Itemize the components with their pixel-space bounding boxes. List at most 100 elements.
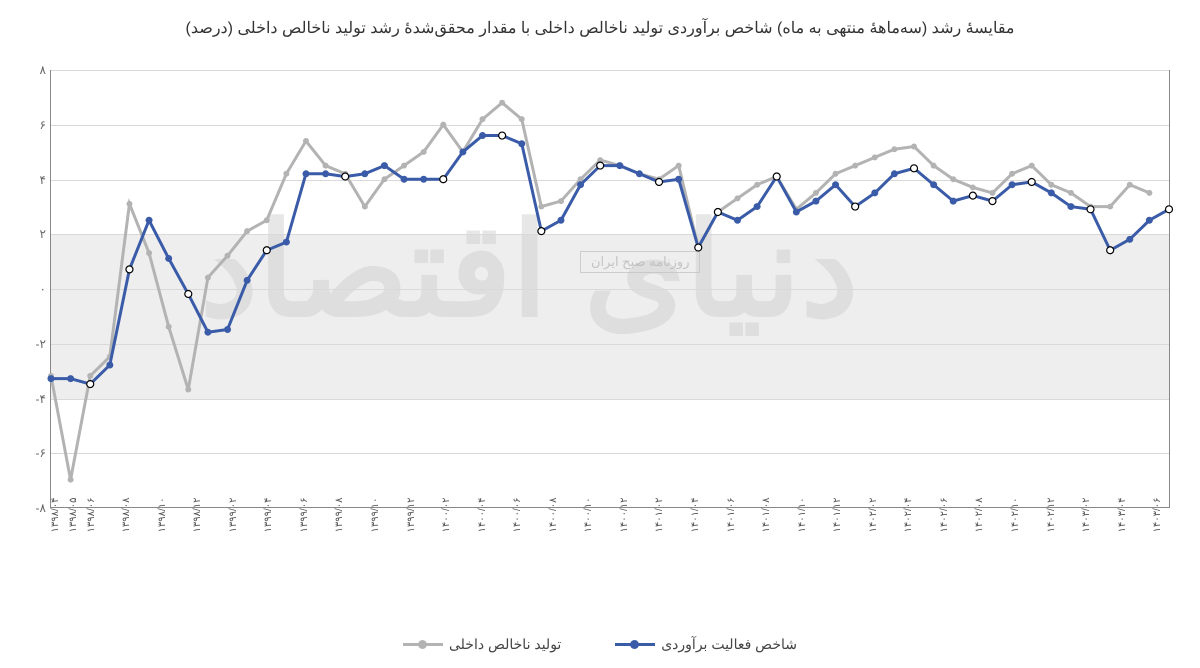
data-point xyxy=(499,132,506,139)
data-point xyxy=(1087,206,1094,213)
x-tick-label: ۱۴۰۱/۱۰ xyxy=(797,497,808,532)
x-tick-label: ۱۴۰۲/۰۴ xyxy=(903,497,914,532)
y-tick-label: -۸ xyxy=(20,501,46,515)
chart-title: مقایسهٔ رشد (سه‌ماههٔ منتهی به ماه) شاخص… xyxy=(0,0,1200,48)
legend: شاخص فعالیت برآوردی تولید ناخالص داخلی xyxy=(0,636,1200,653)
data-point xyxy=(734,195,740,201)
legend-label-1: شاخص فعالیت برآوردی xyxy=(661,636,797,653)
x-tick-label: ۱۴۰۰/۰۲ xyxy=(441,497,452,532)
data-point xyxy=(302,170,309,177)
data-point xyxy=(1127,182,1133,188)
y-tick-label: ۲ xyxy=(20,227,46,241)
data-point xyxy=(871,189,878,196)
data-point xyxy=(48,375,55,382)
x-axis-labels: ۱۳۹۸/۰۴۱۳۹۸/۰۵۱۳۹۸/۰۶۱۳۹۸/۰۸۱۳۹۸/۱۰۱۳۹۸/… xyxy=(50,510,1170,598)
data-point xyxy=(754,182,760,188)
x-tick-label: ۱۴۰۰/۱۲ xyxy=(619,497,630,532)
data-point xyxy=(87,373,93,379)
x-tick-label: ۱۳۹۸/۰۵ xyxy=(68,497,79,532)
data-point xyxy=(205,275,211,281)
data-point xyxy=(381,162,388,169)
data-point xyxy=(734,217,741,224)
data-point xyxy=(1029,163,1035,169)
data-point xyxy=(459,148,466,155)
legend-label-2: تولید ناخالص داخلی xyxy=(449,636,561,653)
data-point xyxy=(519,116,525,122)
data-point xyxy=(518,140,525,147)
data-point xyxy=(225,253,231,259)
data-point xyxy=(557,217,564,224)
series-line-estimated xyxy=(51,136,1169,385)
x-tick-label: ۱۴۰۲/۰۸ xyxy=(974,497,985,532)
data-point xyxy=(597,162,604,169)
data-point xyxy=(773,173,780,180)
data-point xyxy=(126,201,132,207)
data-point xyxy=(989,190,995,196)
data-point xyxy=(577,181,584,188)
y-tick-label: -۴ xyxy=(20,392,46,406)
x-tick-label: ۱۴۰۳/۰۴ xyxy=(1117,497,1128,532)
data-point xyxy=(1107,247,1114,254)
data-point xyxy=(1068,190,1074,196)
data-point xyxy=(1048,182,1054,188)
data-point xyxy=(695,244,702,251)
x-tick-label: ۱۴۰۳/۰۲ xyxy=(1081,497,1092,532)
data-point xyxy=(656,178,663,185)
y-tick-label: -۲ xyxy=(20,337,46,351)
data-point xyxy=(166,324,172,330)
data-point xyxy=(872,154,878,160)
y-tick-label: ۴ xyxy=(20,173,46,187)
data-point xyxy=(1028,178,1035,185)
x-tick-label: ۱۳۹۹/۱۲ xyxy=(406,497,417,532)
data-point xyxy=(421,149,427,155)
data-point xyxy=(931,163,937,169)
data-point xyxy=(283,239,290,246)
data-point xyxy=(244,228,250,234)
x-tick-label: ۱۴۰۲/۱۰ xyxy=(1010,497,1021,532)
y-tick-label: ۶ xyxy=(20,118,46,132)
data-point xyxy=(323,163,329,169)
data-point xyxy=(361,170,368,177)
y-tick-label: ۰ xyxy=(20,282,46,296)
data-point xyxy=(263,247,270,254)
data-point xyxy=(813,190,819,196)
data-point xyxy=(676,163,682,169)
x-tick-label: ۱۳۹۹/۰۶ xyxy=(299,497,310,532)
x-tick-label: ۱۴۰۱/۰۴ xyxy=(690,497,701,532)
x-tick-label: ۱۴۰۲/۰۲ xyxy=(868,497,879,532)
data-point xyxy=(401,163,407,169)
data-point xyxy=(479,132,486,139)
data-point xyxy=(87,381,94,388)
data-point xyxy=(714,209,721,216)
data-point xyxy=(126,266,133,273)
data-point xyxy=(950,176,956,182)
data-point xyxy=(440,176,447,183)
data-point xyxy=(833,171,839,177)
x-tick-label: ۱۴۰۱/۰۸ xyxy=(761,497,772,532)
data-point xyxy=(852,163,858,169)
x-tick-label: ۱۴۰۰/۰۶ xyxy=(512,497,523,532)
x-tick-label: ۱۳۹۹/۰۴ xyxy=(263,497,274,532)
data-point xyxy=(911,143,917,149)
x-tick-label: ۱۴۰۲/۰۶ xyxy=(939,497,950,532)
data-point xyxy=(675,176,682,183)
data-point xyxy=(1067,203,1074,210)
legend-swatch-1 xyxy=(615,643,655,646)
data-point xyxy=(185,290,192,297)
data-point xyxy=(950,198,957,205)
data-point xyxy=(283,171,289,177)
data-point xyxy=(538,204,544,210)
plot-area xyxy=(50,70,1170,508)
data-point xyxy=(1048,189,1055,196)
data-point xyxy=(616,162,623,169)
data-point xyxy=(106,361,113,368)
legend-item-series2: تولید ناخالص داخلی xyxy=(403,636,561,653)
x-tick-label: ۱۴۰۰/۱۰ xyxy=(583,497,594,532)
x-tick-label: ۱۴۰۱/۰۶ xyxy=(726,497,737,532)
data-point xyxy=(538,228,545,235)
x-tick-label: ۱۴۰۱/۰۲ xyxy=(654,497,665,532)
data-point xyxy=(244,277,251,284)
data-point xyxy=(832,181,839,188)
x-tick-label: ۱۴۰۱/۱۲ xyxy=(832,497,843,532)
data-point xyxy=(480,116,486,122)
